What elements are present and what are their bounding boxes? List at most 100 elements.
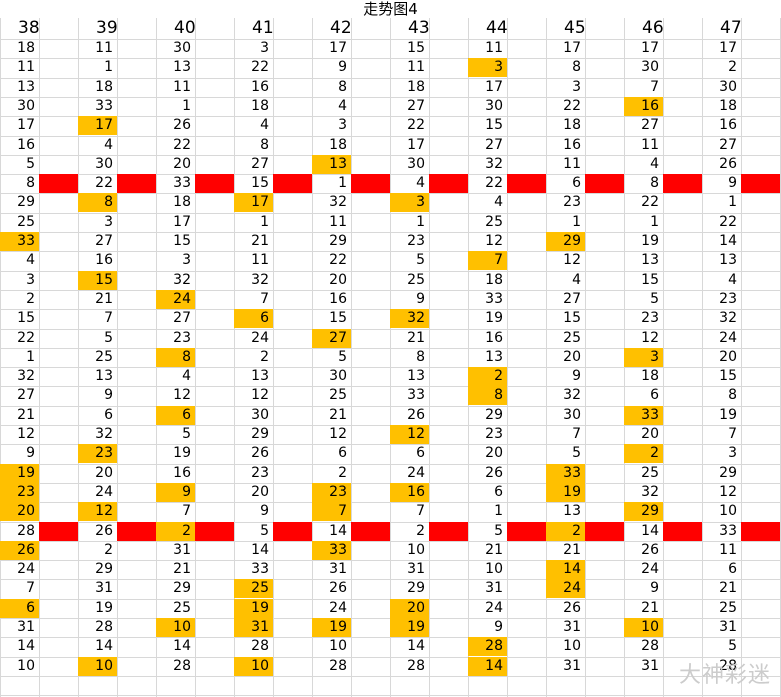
number-cell: 12 [17,426,35,442]
column-header: 40 [174,18,196,38]
number-cell: 5 [416,252,425,268]
highlighted-number-cell: 27 [312,329,351,348]
gridline-vertical [663,18,664,697]
number-cell: 21 [251,233,269,249]
number-cell: 32 [173,272,191,288]
number-cell: 30 [173,40,191,56]
number-cell: 5 [572,445,581,461]
number-cell: 10 [563,638,581,654]
highlighted-number-cell: 16 [390,483,429,502]
number-cell: 31 [719,619,737,635]
number-cell: 21 [17,407,35,423]
highlighted-number-cell: 12 [390,425,429,444]
number-cell: 25 [17,214,35,230]
number-cell: 16 [485,330,503,346]
number-cell: 29 [407,580,425,596]
red-marker-bar [741,174,780,193]
gridline-horizontal [0,155,781,156]
gridline-horizontal [0,97,781,98]
number-cell: 8 [260,137,269,153]
number-cell: 19 [173,445,191,461]
number-cell: 1 [104,59,113,75]
gridline-horizontal [0,348,781,349]
number-cell: 8 [728,387,737,403]
number-cell: 15 [173,233,191,249]
gridline-vertical [78,18,79,697]
red-marker-bar [39,174,78,193]
number-cell: 6 [338,445,347,461]
number-cell: 5 [26,156,35,172]
number-cell: 15 [251,175,269,191]
number-cell: 6 [650,387,659,403]
highlighted-number-cell: 3 [390,193,429,212]
number-cell: 25 [641,465,659,481]
red-marker-bar [351,522,390,541]
number-cell: 8 [572,59,581,75]
number-cell: 26 [407,407,425,423]
number-cell: 15 [329,310,347,326]
highlighted-number-cell: 8 [156,348,195,367]
gridline-horizontal [0,39,781,40]
number-cell: 15 [407,40,425,56]
highlighted-number-cell: 14 [468,657,507,676]
highlighted-number-cell: 16 [624,97,663,116]
number-cell: 16 [17,137,35,153]
number-cell: 29 [329,233,347,249]
number-cell: 12 [563,252,581,268]
highlighted-number-cell: 6 [234,309,273,328]
number-cell: 32 [17,368,35,384]
highlighted-number-cell: 8 [78,193,117,212]
highlighted-number-cell: 23 [78,444,117,463]
number-cell: 19 [95,600,113,616]
highlighted-number-cell: 19 [0,464,39,483]
number-cell: 12 [329,426,347,442]
number-cell: 28 [641,638,659,654]
column-header: 38 [18,18,40,38]
number-cell: 13 [641,252,659,268]
number-cell: 7 [650,79,659,95]
highlighted-number-cell: 12 [78,502,117,521]
number-cell: 26 [641,542,659,558]
number-cell: 22 [95,175,113,191]
number-cell: 28 [173,658,191,674]
highlighted-number-cell: 6 [156,406,195,425]
number-cell: 2 [338,465,347,481]
gridline-horizontal [0,174,781,175]
highlighted-number-cell: 19 [546,483,585,502]
number-cell: 6 [416,445,425,461]
number-cell: 11 [17,59,35,75]
number-cell: 30 [719,79,737,95]
number-cell: 8 [416,349,425,365]
number-cell: 25 [329,387,347,403]
number-cell: 7 [728,426,737,442]
red-marker-bar [195,174,234,193]
number-cell: 31 [563,658,581,674]
red-marker-bar [429,522,468,541]
red-marker-bar [585,522,624,541]
number-cell: 21 [407,330,425,346]
number-cell: 25 [719,600,737,616]
highlighted-number-cell: 19 [234,599,273,618]
gridline-vertical [429,18,430,697]
number-cell: 14 [173,638,191,654]
number-cell: 30 [641,59,659,75]
number-cell: 5 [650,291,659,307]
number-cell: 5 [728,638,737,654]
number-cell: 31 [329,561,347,577]
highlighted-number-cell: 20 [0,502,39,521]
number-cell: 15 [563,310,581,326]
number-cell: 1 [572,214,581,230]
highlighted-number-cell: 14 [546,560,585,579]
gridline-horizontal [0,116,781,117]
number-cell: 17 [407,137,425,153]
number-cell: 26 [173,117,191,133]
number-cell: 22 [563,98,581,114]
number-cell: 33 [251,561,269,577]
number-cell: 2 [26,291,35,307]
number-cell: 22 [251,59,269,75]
number-cell: 14 [719,233,737,249]
red-marker-bar [195,522,234,541]
red-marker-bar [117,174,156,193]
gridline-vertical [351,18,352,697]
number-cell: 33 [719,523,737,539]
